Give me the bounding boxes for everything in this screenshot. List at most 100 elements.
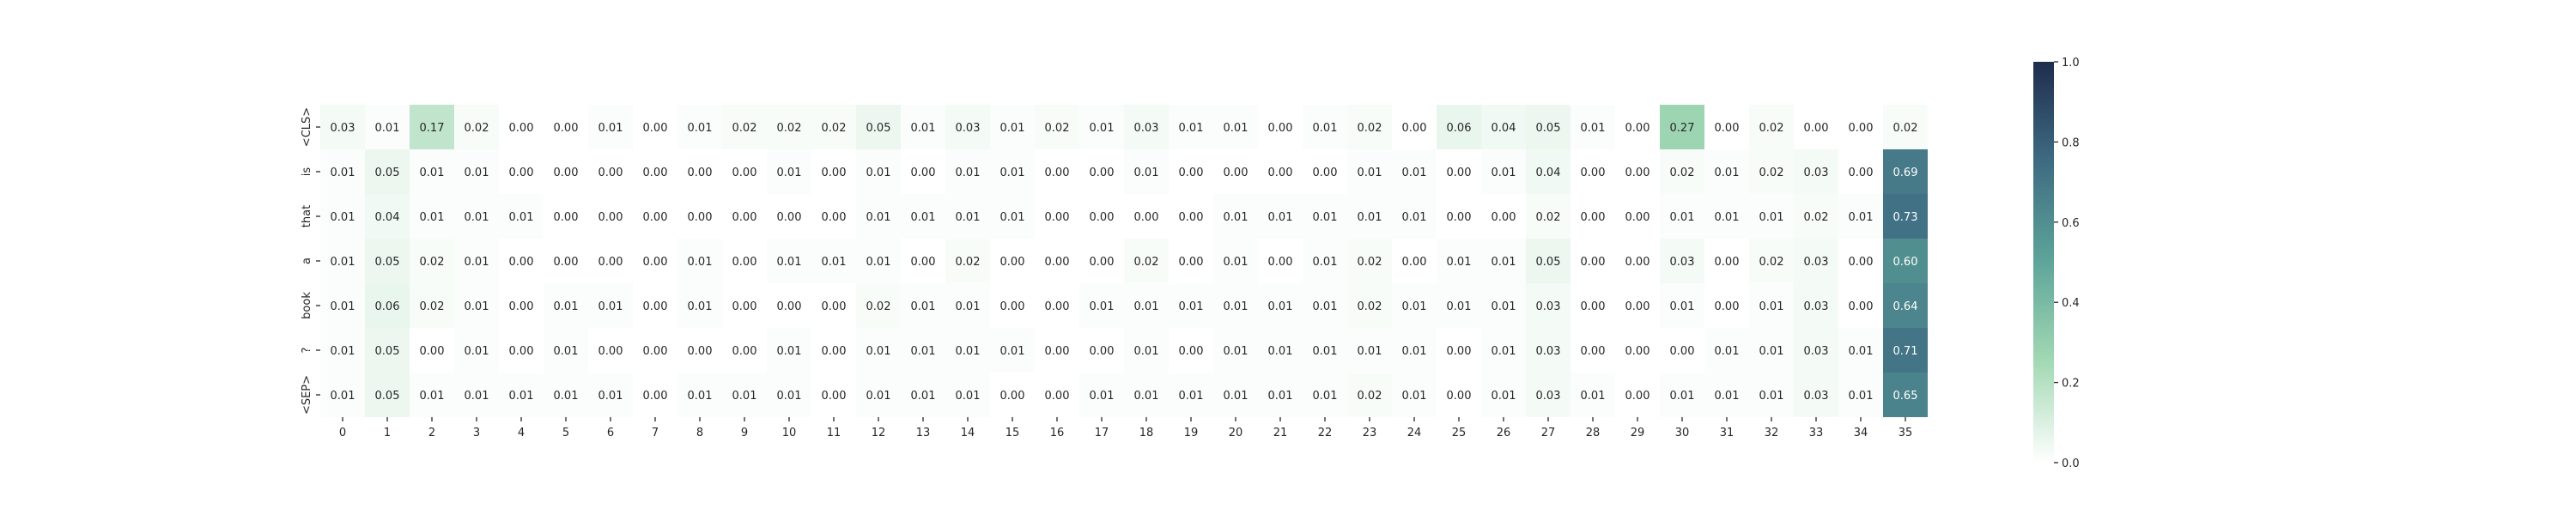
cell-value-label: 0.01 (1358, 211, 1382, 224)
heatmap-cell (365, 239, 410, 283)
heatmap-cell (499, 194, 544, 239)
cell-value-label: 0.01 (911, 345, 936, 358)
cell-value-label: 0.01 (1849, 211, 1874, 224)
heatmap-cell (633, 283, 677, 328)
heatmap-cell (1571, 283, 1615, 328)
cell-value-label: 0.04 (1492, 122, 1516, 135)
heatmap-cell (410, 373, 454, 417)
cell-value-label: 0.01 (1402, 345, 1427, 358)
cell-value-label: 0.01 (465, 390, 489, 403)
heatmap-cell (1035, 239, 1079, 283)
cell-value-label: 0.01 (1000, 211, 1025, 224)
heatmap-cell (856, 194, 901, 239)
x-tick-label: 17 (1095, 427, 1109, 439)
heatmap-cell (1838, 283, 1883, 328)
colorbar-tick-label: 0.6 (2062, 217, 2080, 230)
heatmap-cell (1481, 328, 1526, 373)
cell-value-label: 0.01 (1090, 300, 1115, 313)
y-tick-label: a (301, 258, 313, 264)
heatmap-cell (767, 373, 811, 417)
cell-value-label: 0.01 (1224, 300, 1249, 313)
cell-value-label: 0.00 (1402, 256, 1427, 269)
cell-value-label: 0.01 (1715, 167, 1740, 179)
cell-value-label: 0.01 (1179, 300, 1204, 313)
cell-value-label: 0.01 (1313, 256, 1338, 269)
heatmap-cell (1704, 149, 1749, 194)
cell-value-label: 0.00 (1625, 390, 1650, 403)
x-tick-label: 0 (339, 427, 346, 439)
heatmap-cell (1392, 283, 1437, 328)
heatmap-cell (1838, 105, 1883, 149)
heatmap-cell (1437, 149, 1481, 194)
cell-value-label: 0.04 (375, 211, 400, 224)
heatmap-cell (544, 328, 588, 373)
heatmap-cell (1303, 328, 1347, 373)
heatmap-cell (1392, 373, 1437, 417)
heatmap-cell (811, 105, 856, 149)
cell-value-label: 0.00 (1268, 122, 1293, 135)
heatmap-cell (454, 194, 499, 239)
heatmap-cell (677, 105, 722, 149)
heatmap-cell (1704, 283, 1749, 328)
cell-value-label: 0.01 (911, 211, 936, 224)
cell-value-label: 0.00 (1625, 167, 1650, 179)
heatmap-cell (365, 105, 410, 149)
cell-value-label: 0.01 (1715, 390, 1740, 403)
heatmap-cell (1794, 328, 1838, 373)
cell-value-label: 0.01 (956, 167, 981, 179)
cell-value-label: 0.01 (1402, 300, 1427, 313)
heatmap-cell (499, 105, 544, 149)
heatmap-cell (1258, 105, 1303, 149)
x-tick-label: 1 (384, 427, 391, 439)
cell-value-label: 0.00 (1581, 211, 1606, 224)
cell-value-label: 0.01 (554, 345, 579, 358)
cell-value-label: 0.00 (643, 167, 668, 179)
cell-value-label: 0.01 (420, 167, 445, 179)
heatmap-cell (1526, 239, 1571, 283)
cell-value-label: 0.04 (1536, 167, 1561, 179)
heatmap-cell (1883, 283, 1928, 328)
heatmap-cell (856, 239, 901, 283)
cell-value-label: 0.02 (1759, 256, 1784, 269)
heatmap-cell (1392, 105, 1437, 149)
heatmap-cell (1258, 373, 1303, 417)
heatmap-cell (1615, 239, 1660, 283)
heatmap-cell (1347, 283, 1392, 328)
cell-value-label: 0.01 (1492, 300, 1516, 313)
cell-value-label: 0.01 (1179, 122, 1204, 135)
cell-value-label: 0.05 (866, 122, 891, 135)
heatmap-cell (1704, 105, 1749, 149)
heatmap-cell (499, 283, 544, 328)
heatmap-cell (1660, 105, 1704, 149)
heatmap-cell (945, 194, 990, 239)
cell-value-label: 0.03 (1536, 390, 1561, 403)
cell-value-label: 0.03 (1536, 345, 1561, 358)
cell-value-label: 0.02 (1358, 390, 1382, 403)
heatmap-cell (1303, 373, 1347, 417)
cell-value-label: 0.01 (331, 345, 355, 358)
cell-value-label: 0.00 (1715, 300, 1740, 313)
x-tick-label: 31 (1720, 427, 1735, 439)
cell-value-label: 0.03 (1804, 345, 1829, 358)
cell-value-label: 0.02 (465, 122, 489, 135)
cell-value-label: 0.05 (1536, 122, 1561, 135)
heatmap-cell (677, 194, 722, 239)
cell-value-label: 0.00 (1715, 256, 1740, 269)
heatmap-cell (1079, 328, 1124, 373)
heatmap-cell (767, 239, 811, 283)
heatmap-cell (1660, 283, 1704, 328)
heatmap-cell (767, 283, 811, 328)
heatmap-cell (633, 373, 677, 417)
cell-value-label: 0.64 (1893, 300, 1918, 313)
cell-value-label: 0.05 (375, 345, 400, 358)
cell-value-label: 0.03 (1536, 300, 1561, 313)
cell-value-label: 0.01 (688, 300, 713, 313)
cell-value-label: 0.27 (1670, 122, 1695, 135)
heatmap-cell (1526, 149, 1571, 194)
heatmap-cell (1749, 149, 1794, 194)
heatmap-cell (722, 194, 767, 239)
heatmap-cell (1035, 149, 1079, 194)
heatmap-cell (945, 149, 990, 194)
cell-value-label: 0.01 (1268, 345, 1293, 358)
heatmap-cell (1883, 194, 1928, 239)
